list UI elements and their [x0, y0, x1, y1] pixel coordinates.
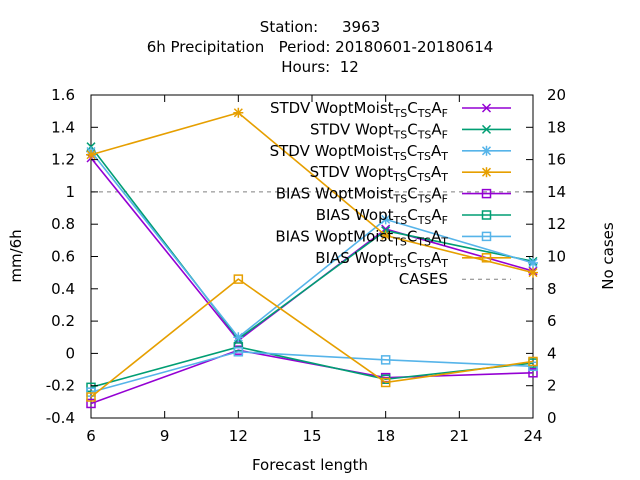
x-tick-label: 9: [160, 427, 170, 445]
series-line-5: [90, 349, 534, 405]
y-tick-label: 1.4: [51, 118, 75, 136]
legend-label-6: BIAS WoptTSCTSAF: [316, 206, 448, 227]
y2-axis-ticks: 0 2 4 6 8 10 12 14 16 18 20: [526, 86, 566, 427]
legend-marker-4: [481, 167, 492, 178]
legend-marker-1: [481, 103, 492, 113]
y-tick-label: -0.4: [46, 409, 75, 427]
chart-title-line1: Station: 3963: [260, 18, 380, 36]
series-4-point: [86, 149, 96, 160]
series-7-point: [528, 361, 538, 372]
y-axis-label: mm/6h: [7, 229, 25, 282]
series-4-point: [380, 230, 391, 241]
legend-marker-2: [481, 124, 492, 134]
series-3-point: [528, 257, 538, 268]
series-7-point: [233, 347, 244, 357]
y2-tick-label: 16: [547, 151, 566, 169]
y2-tick-label: 12: [547, 215, 566, 233]
series-6-point: [86, 382, 96, 393]
y2-tick-label: 10: [547, 248, 566, 266]
legend-marker-5: [481, 188, 492, 199]
y-tick-label: 1.2: [51, 151, 75, 169]
y2-tick-label: 4: [547, 344, 557, 362]
series-8-point: [528, 356, 538, 367]
y2-tick-label: 6: [547, 312, 557, 330]
legend-marker-6: [481, 210, 492, 220]
legend-label-7: BIAS WoptMoistTSCTSAT: [275, 227, 448, 248]
legend-label-cases: CASES: [399, 270, 448, 288]
y2-tick-label: 14: [547, 183, 566, 201]
y-tick-label: 0.4: [51, 280, 75, 298]
y2-tick-label: 0: [547, 409, 557, 427]
legend-label-5: BIAS WoptMoistTSCTSAF: [276, 185, 448, 206]
legend-label-1: STDV WoptMoistTSCTSAF: [270, 99, 448, 120]
series-5-point: [86, 398, 96, 409]
x-tick-label: 6: [86, 427, 96, 445]
series-line-3: [90, 151, 534, 339]
series-8-point: [86, 392, 96, 402]
y2-axis-label: No cases: [599, 222, 617, 290]
x-tick-label: 18: [376, 427, 395, 445]
y2-tick-label: 8: [547, 280, 557, 298]
y2-tick-label: 2: [547, 377, 557, 395]
legend-label-3: STDV WoptMoistTSCTSAT: [270, 142, 449, 163]
series-8-point: [380, 377, 391, 388]
legend-label-8: BIAS WoptTSCTSAT: [315, 249, 448, 270]
x-tick-label: 15: [302, 427, 321, 445]
chart-title-line3: Hours: 12: [281, 58, 359, 76]
series-line-7: [90, 350, 534, 393]
y-tick-label: 1: [65, 183, 75, 201]
x-axis-ticks: 6 9 12 15 18 21 24: [86, 95, 543, 445]
series-3-point: [233, 332, 244, 343]
y-tick-label: 0.6: [51, 248, 75, 266]
series-line-8: [90, 278, 534, 398]
series-7-point: [380, 355, 391, 365]
legend-marker-7: [481, 231, 492, 242]
y-tick-label: 0.2: [51, 312, 75, 330]
series-8-point: [233, 274, 244, 284]
legend-label-4: STDV WoptTSCTSAT: [310, 163, 449, 184]
y2-tick-label: 18: [547, 118, 566, 136]
y2-tick-label: 20: [547, 86, 566, 104]
x-axis-label: Forecast length: [252, 456, 368, 474]
series-line-2: [90, 146, 534, 340]
legend-label-2: STDV WoptTSCTSAF: [310, 120, 448, 141]
x-tick-label: 24: [523, 427, 542, 445]
y-tick-label: 0.8: [51, 215, 75, 233]
y-tick-label: -0.2: [46, 377, 75, 395]
y-tick-label: 1.6: [51, 86, 75, 104]
series-layer: [86, 107, 538, 409]
series-5-point: [528, 368, 538, 378]
legend-marker-8: [481, 253, 492, 263]
legend-marker-3: [481, 145, 492, 156]
series-line-6: [90, 346, 534, 389]
chart-title-line2: 6h Precipitation Period: 20180601-201806…: [147, 38, 494, 56]
series-6-point: [233, 342, 244, 352]
series-4-point: [528, 267, 538, 278]
series-line-4: [90, 111, 534, 274]
y-tick-label: 0: [65, 344, 75, 362]
y-axis-ticks: -0.4 -0.2 0 0.2 0.4 0.6 0.8 1 1.2 1.4 1.6: [46, 86, 98, 427]
x-tick-label: 12: [229, 427, 248, 445]
series-4-point: [233, 107, 244, 118]
series-3-point: [380, 214, 391, 225]
x-tick-label: 21: [450, 427, 469, 445]
